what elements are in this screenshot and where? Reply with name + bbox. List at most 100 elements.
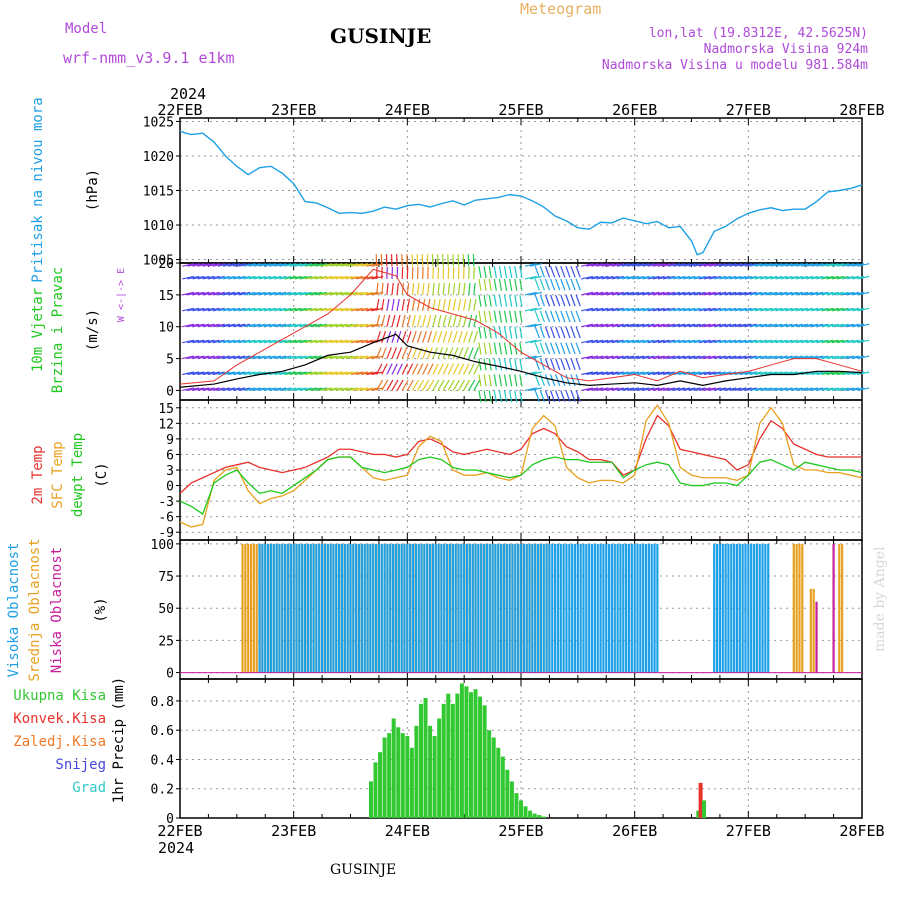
wind-barb: [258, 263, 271, 267]
wind-barb: [668, 323, 681, 328]
wind-barb: [606, 355, 619, 360]
wind-barb: [662, 339, 675, 344]
wind-barb: [826, 275, 839, 280]
wind-barb: [212, 339, 225, 344]
precip-panel-frame: [179, 678, 863, 819]
wind-barb: [279, 355, 292, 360]
wind-barb: [836, 275, 849, 280]
wind-barb: [376, 298, 380, 311]
wind-barb: [780, 323, 793, 328]
y-tick-label: 20: [158, 257, 174, 272]
wind-barb: [340, 263, 353, 267]
wind-barb: [780, 339, 793, 344]
wind-barb: [683, 387, 696, 392]
wind-barb: [857, 355, 870, 360]
wind-barb: [780, 307, 793, 312]
wind-barb: [586, 307, 599, 312]
wind-barb: [836, 323, 849, 328]
wind-barb: [714, 387, 727, 392]
wind-barb: [790, 291, 803, 296]
wind-barb: [330, 323, 343, 328]
temperature-series-line: [179, 456, 863, 516]
y-tick-label: 0: [166, 480, 174, 495]
wind-barb: [622, 323, 635, 328]
wind-barb: [432, 282, 435, 295]
wind-barb: [248, 355, 261, 360]
wind-barb: [852, 323, 865, 328]
wind-barb: [361, 387, 374, 392]
wind-barb: [760, 355, 773, 360]
wind-barb: [714, 307, 727, 312]
wind-barb: [831, 291, 844, 296]
wind-barb: [616, 355, 629, 360]
wind-barb: [632, 387, 645, 392]
wind-barb: [223, 339, 236, 344]
wind-barb: [642, 323, 655, 328]
wind-barb: [611, 291, 624, 296]
precip-bar: [698, 782, 703, 818]
wind-barb: [770, 323, 783, 328]
wind-barb: [847, 307, 860, 312]
wind-barb: [586, 263, 599, 267]
wind-barb: [411, 282, 415, 295]
wind-barb: [263, 339, 276, 344]
wind-barb: [457, 379, 466, 391]
wind-barb: [581, 371, 594, 376]
wind-barb: [847, 387, 860, 392]
wind-barb: [381, 314, 386, 327]
wind-barb: [463, 331, 468, 343]
wind-barb: [416, 298, 421, 311]
wind-barb: [447, 314, 452, 327]
wind-barb: [698, 355, 711, 360]
wind-barb: [683, 339, 696, 344]
wind-barb: [627, 291, 640, 296]
y-tick-label: 25: [158, 634, 174, 649]
cloud-mid-label: Srednja Oblacnost: [27, 538, 43, 681]
wind-barb: [724, 263, 737, 267]
wind-barb: [673, 263, 686, 267]
wind-barb: [493, 278, 497, 291]
wind-barb: [785, 263, 798, 267]
wind-barb: [320, 323, 333, 328]
wind-barb: [483, 342, 487, 355]
wind-barb: [422, 282, 425, 295]
wind-barb: [698, 339, 711, 344]
station-title: GUSINJE: [330, 24, 432, 48]
wind-barb: [622, 371, 635, 376]
wind-barb: [632, 323, 645, 328]
wind-barb: [688, 387, 701, 392]
wind-barb: [821, 323, 834, 328]
wind-barb: [760, 387, 773, 392]
wind-barb: [243, 291, 256, 296]
wind-barb: [452, 347, 459, 359]
wind-barb: [780, 275, 793, 280]
wind-barb: [228, 275, 241, 280]
wind-barb: [406, 347, 413, 359]
precip-bar: [400, 733, 405, 818]
wind-barb: [361, 291, 374, 296]
wind-barb: [498, 266, 503, 279]
wind-barb: [243, 263, 256, 267]
wind-barb: [217, 371, 230, 376]
wind-barb: [315, 323, 328, 328]
wind-barb: [483, 326, 487, 339]
wind-barb: [294, 263, 307, 267]
wind-barb: [734, 387, 747, 392]
wind-barb: [315, 371, 328, 376]
wind-barb: [811, 339, 824, 344]
wind-barb: [463, 379, 471, 391]
wind-barb: [770, 355, 783, 360]
wind-barb: [565, 374, 571, 386]
wind-barb: [673, 339, 686, 344]
wind-barb: [586, 339, 599, 344]
wind-barb: [488, 342, 492, 355]
wind-barb: [739, 371, 752, 376]
wind-barb: [806, 387, 819, 392]
y-tick-label: -9: [158, 526, 174, 541]
wind-barb: [498, 358, 503, 371]
wind-barb: [539, 326, 545, 339]
wind-barb: [248, 371, 261, 376]
wind-barb: [673, 355, 686, 360]
precip-bar: [378, 752, 383, 818]
wind-barb: [498, 390, 503, 403]
